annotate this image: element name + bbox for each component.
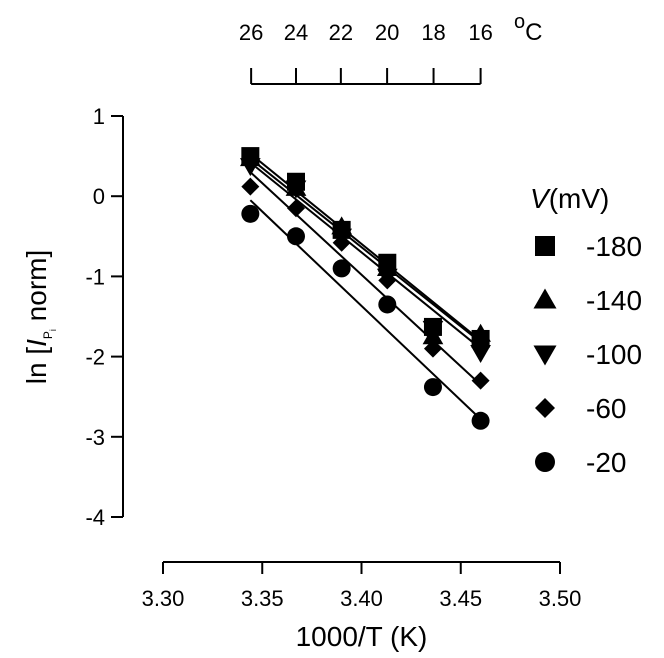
- legend: -180 -140 -100 -60 -20 V(mV): [530, 183, 642, 478]
- legend-label: -20: [586, 447, 626, 478]
- legend-label: -180: [586, 231, 642, 262]
- degree-mark: o: [514, 11, 525, 33]
- legend-marker-triangle-up: [533, 288, 557, 309]
- point-circle: [378, 295, 397, 314]
- fit-line-minus140: [249, 157, 482, 343]
- point-triangle-down: [285, 180, 307, 199]
- x-tick-label: 3.45: [439, 586, 482, 611]
- fit-lines: [249, 152, 482, 420]
- x-tick-label: 3.35: [241, 586, 284, 611]
- x-axis-title: 1000/T (K): [296, 621, 428, 652]
- legend-title-unit: (mV): [549, 183, 610, 214]
- point-diamond: [378, 271, 397, 290]
- point-triangle-down: [470, 344, 491, 363]
- point-circle: [241, 204, 260, 223]
- y-axis-title-subscript: P: [41, 331, 55, 339]
- legend-label: -60: [586, 393, 626, 424]
- y-tick-label: 0: [93, 184, 105, 209]
- legend-title-voltage: V: [530, 183, 551, 214]
- data-points: [239, 147, 491, 430]
- y-tick-label: -4: [85, 505, 105, 530]
- legend-label: -100: [586, 339, 642, 370]
- top-axis-unit: oC: [514, 11, 542, 46]
- top-tick-label: 24: [284, 20, 308, 45]
- x-tick-label: 3.40: [340, 586, 383, 611]
- point-diamond: [423, 339, 442, 358]
- top-tick-label: 26: [239, 20, 263, 45]
- y-axis-title-current: I: [21, 339, 52, 347]
- y-tick-label: -2: [85, 345, 105, 370]
- legend-marker-circle: [535, 452, 555, 472]
- celsius-unit: C: [525, 19, 542, 46]
- top-tick-label: 18: [421, 20, 445, 45]
- top-tick-label: 16: [468, 20, 492, 45]
- legend-marker-diamond: [535, 398, 555, 418]
- legend-marker-square: [535, 236, 555, 256]
- point-diamond: [286, 199, 305, 218]
- legend-label: -140: [586, 285, 642, 316]
- fit-line-minus20: [249, 199, 482, 420]
- point-triangle-down: [239, 158, 261, 177]
- top-tick-label: 20: [375, 20, 399, 45]
- point-circle: [286, 227, 305, 246]
- fit-line-minus60: [249, 171, 482, 386]
- fit-line-minus100: [249, 161, 482, 350]
- y-tick-label: -3: [85, 425, 105, 450]
- point-triangle-up: [470, 323, 491, 342]
- point-circle: [423, 378, 442, 397]
- legend-title: V(mV): [530, 183, 609, 214]
- y-axis-title: ln [IPi norm]: [21, 250, 58, 385]
- top-tick-label: 22: [329, 20, 353, 45]
- legend-marker-triangle-down: [533, 345, 557, 366]
- point-circle: [332, 259, 351, 278]
- x-tick-label: 3.30: [142, 586, 185, 611]
- y-axis-title-subsubscript: i: [48, 329, 58, 331]
- y-axis-title-prefix: ln [: [21, 347, 52, 385]
- point-triangle-down: [422, 320, 444, 339]
- point-circle: [471, 411, 490, 430]
- x-tick-label: 3.50: [539, 586, 582, 611]
- axes: 3.30 3.35 3.40 3.45 3.50 1000/T (K) 1 0 -1 -2 -3 -4…: [21, 11, 581, 652]
- y-tick-label: 1: [93, 104, 105, 129]
- point-diamond: [332, 233, 351, 252]
- y-tick-label: -1: [85, 264, 105, 289]
- point-diamond: [241, 177, 260, 196]
- y-axis-title-suffix: norm]: [21, 250, 52, 329]
- fit-line-minus180: [249, 152, 482, 342]
- point-diamond: [471, 371, 490, 390]
